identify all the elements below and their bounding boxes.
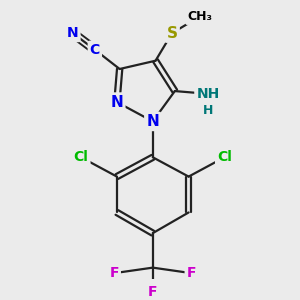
Text: F: F: [148, 286, 158, 299]
Text: S: S: [167, 26, 178, 40]
Text: N: N: [110, 94, 123, 110]
Text: H: H: [203, 104, 213, 117]
Text: N: N: [67, 26, 79, 40]
Text: Cl: Cl: [74, 150, 88, 164]
Text: NH: NH: [196, 87, 220, 101]
Text: CH₃: CH₃: [187, 10, 212, 23]
Text: C: C: [90, 43, 100, 57]
Text: F: F: [187, 266, 196, 280]
Text: F: F: [110, 266, 119, 280]
Text: Cl: Cl: [217, 150, 232, 164]
Text: N: N: [146, 114, 159, 129]
